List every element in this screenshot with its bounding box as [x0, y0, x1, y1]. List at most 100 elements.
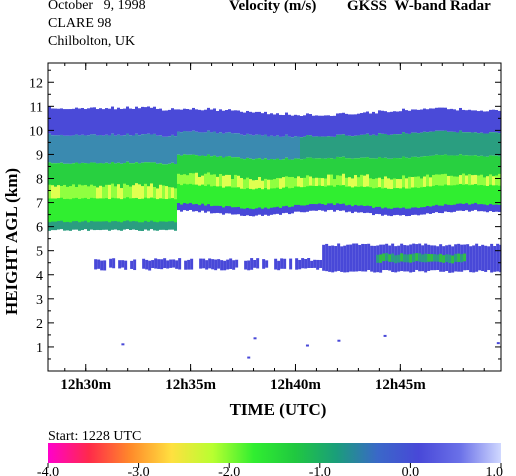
echo-cell: [133, 259, 137, 271]
echo-cell: [51, 135, 54, 164]
echo-cell: [234, 174, 237, 188]
echo-cell: [99, 135, 102, 164]
echo-cell: [180, 132, 183, 156]
echo-cell: [411, 207, 414, 215]
echo-cell: [204, 173, 207, 187]
echo-cell: [357, 135, 360, 159]
echo-cell: [231, 187, 234, 209]
echo-cell: [438, 205, 441, 213]
echo-cell: [429, 206, 432, 214]
echo-cell: [480, 174, 483, 187]
echo-cell: [475, 243, 479, 272]
echo-cell: [435, 174, 438, 187]
echo-cell: [105, 221, 108, 230]
echo-cell: [432, 155, 435, 182]
echo-cell: [288, 188, 291, 209]
echo-cell: [258, 176, 261, 190]
echo-cell: [225, 206, 228, 214]
echo-cell: [84, 109, 87, 136]
echo-cell: [321, 115, 324, 137]
echo-cell: [258, 158, 261, 184]
echo-cell: [330, 203, 333, 210]
echo-cell: [399, 179, 402, 192]
echo-cell: [243, 189, 246, 210]
echo-cell: [189, 109, 192, 132]
echo-cell: [309, 114, 312, 136]
echo-cell: [117, 134, 120, 163]
echo-cell: [108, 184, 111, 200]
echo-cell: [48, 162, 51, 194]
echo-cell: [279, 188, 282, 209]
echo-cell: [364, 244, 368, 272]
echo-cell: [150, 134, 153, 163]
echo-cell: [198, 185, 201, 207]
echo-cell: [177, 183, 180, 205]
echo-cell: [87, 186, 90, 202]
echo-cell: [498, 133, 501, 157]
echo-cell: [420, 187, 423, 209]
echo-cell: [84, 184, 87, 200]
echo-cell: [450, 185, 453, 207]
echo-cell: [487, 246, 491, 271]
echo-cell: [408, 110, 411, 134]
echo-cell: [213, 131, 216, 156]
echo-cell: [429, 108, 432, 132]
echo-cell: [384, 111, 387, 134]
echo-cell: [480, 155, 483, 181]
echo-cell: [189, 173, 192, 186]
echo-cell: [360, 174, 363, 187]
echo-cell: [340, 246, 344, 272]
echo-cell: [165, 186, 168, 201]
echo-cell: [210, 156, 213, 183]
echo-cell: [255, 111, 258, 135]
echo-cell: [369, 187, 372, 208]
echo-cell: [297, 186, 300, 206]
echo-cell: [345, 135, 348, 159]
echo-cell: [492, 155, 495, 182]
echo-cell: [75, 187, 78, 202]
echo-cell: [154, 258, 158, 269]
echo-cell: [498, 110, 501, 134]
echo-cell: [444, 184, 447, 206]
echo-cell: [159, 135, 162, 164]
echo-cell: [354, 175, 357, 187]
echo-cell: [102, 198, 105, 223]
echo-cell: [255, 134, 258, 159]
echo-cell: [138, 184, 141, 200]
echo-cell: [222, 187, 225, 209]
echo-cell: [114, 198, 117, 223]
echo-cell: [81, 221, 84, 231]
echo-cell: [456, 155, 459, 181]
echo-cell: [366, 133, 369, 158]
echo-cell: [334, 246, 338, 272]
echo-cell: [148, 260, 152, 271]
echo-cell: [219, 109, 222, 133]
echo-cell: [343, 245, 347, 273]
echo-cell: [234, 133, 237, 158]
echo-cell: [390, 179, 393, 193]
echo-cell: [81, 107, 84, 135]
echo-cell: [117, 221, 120, 231]
echo-cell: [468, 174, 471, 187]
echo-cell: [414, 187, 417, 209]
echo-cell: [459, 154, 462, 180]
echo-cell: [336, 184, 339, 205]
echo-cell: [492, 132, 495, 156]
echo-cell: [66, 163, 69, 195]
echo-cell: [282, 187, 285, 208]
echo-cell: [96, 163, 99, 194]
echo-cell: [171, 162, 174, 194]
echo-cell: [165, 221, 168, 231]
echo-cell: [145, 259, 149, 270]
echo-cell: [267, 114, 270, 137]
echo-cell: [57, 198, 60, 223]
echo-cell: [69, 109, 72, 136]
echo-cell: [396, 111, 399, 135]
echo-cell: [424, 253, 428, 263]
echo-cell: [258, 111, 261, 135]
echo-cell: [319, 259, 323, 268]
echo-cell: [384, 187, 387, 209]
echo-cell: [87, 199, 90, 224]
echo-cell: [315, 136, 318, 159]
echo-cell: [124, 260, 128, 270]
